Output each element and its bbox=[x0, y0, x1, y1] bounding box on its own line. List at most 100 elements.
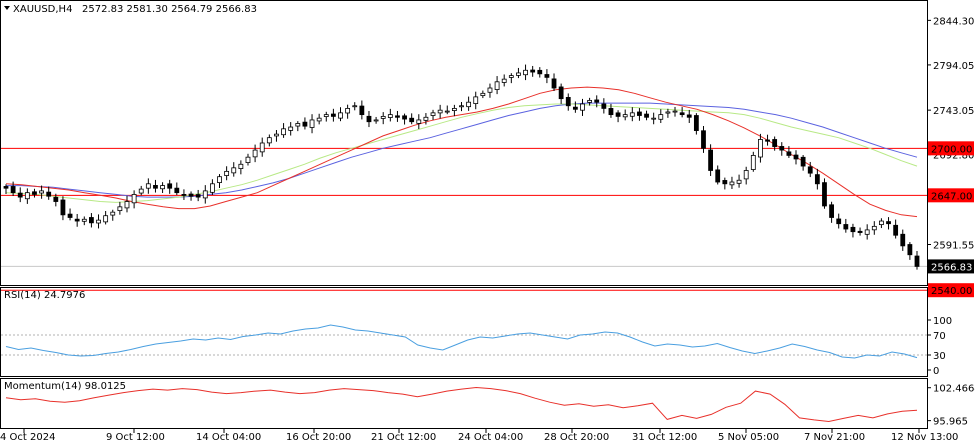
candle-body bbox=[786, 151, 792, 156]
candle-body bbox=[466, 101, 472, 108]
current-price-label: 2566.83 bbox=[931, 262, 972, 273]
candle-body bbox=[17, 192, 23, 198]
candle-body bbox=[601, 103, 607, 109]
candle-body bbox=[302, 121, 308, 127]
candle-body bbox=[295, 123, 301, 127]
candle-body bbox=[893, 224, 899, 236]
candle-body bbox=[537, 69, 543, 75]
candle-body bbox=[637, 111, 642, 116]
candle-body bbox=[74, 218, 80, 222]
current-price-box bbox=[928, 259, 974, 274]
candle-body bbox=[181, 194, 187, 196]
candle-body bbox=[451, 108, 457, 111]
candle-body bbox=[886, 221, 891, 225]
price-tick-label: 2844.30 bbox=[933, 16, 974, 27]
level-label: 2700.00 bbox=[931, 144, 972, 155]
rsi-tick-label: 70 bbox=[933, 331, 946, 342]
candle-body bbox=[387, 114, 393, 118]
candle-body bbox=[572, 106, 578, 110]
candle-body bbox=[701, 130, 706, 149]
momentum-tick-label: 95.965 bbox=[933, 417, 968, 428]
candle-body bbox=[67, 213, 73, 218]
ma-mid-line bbox=[5, 103, 918, 203]
candle-body bbox=[444, 110, 450, 113]
candle-body bbox=[501, 78, 507, 83]
candle-body bbox=[843, 224, 849, 230]
candle-body bbox=[359, 105, 365, 116]
candle-body bbox=[772, 139, 778, 147]
time-tick-label: 28 Oct 20:00 bbox=[544, 432, 609, 442]
candle-body bbox=[380, 115, 386, 119]
candle-body bbox=[153, 185, 158, 189]
candle-body bbox=[231, 167, 237, 174]
candle-body bbox=[516, 72, 521, 76]
candle-body bbox=[708, 149, 714, 171]
price-tick-label: 2692.80 bbox=[933, 151, 974, 162]
candle-body bbox=[800, 156, 806, 167]
candle-body bbox=[765, 139, 770, 142]
candle-body bbox=[103, 215, 109, 223]
candles bbox=[3, 64, 920, 270]
candle-body bbox=[217, 176, 222, 184]
time-tick-label: 14 Oct 04:00 bbox=[196, 432, 261, 442]
candle-body bbox=[366, 115, 372, 123]
candle-body bbox=[679, 112, 685, 116]
time-tick-label: 12 Nov 13:00 bbox=[891, 432, 958, 442]
candle-body bbox=[900, 233, 906, 247]
candle-body bbox=[665, 111, 671, 114]
time-tick-label: 24 Oct 04:00 bbox=[458, 432, 523, 442]
candle-body bbox=[352, 105, 358, 108]
candle-body bbox=[729, 181, 735, 186]
candle-body bbox=[672, 110, 678, 113]
candle-body bbox=[345, 108, 351, 114]
candle-body bbox=[110, 211, 116, 216]
candle-body bbox=[24, 192, 30, 200]
candle-body bbox=[309, 119, 315, 128]
candle-body bbox=[836, 218, 842, 225]
candle-body bbox=[580, 103, 585, 111]
time-tick-label: 16 Oct 20:00 bbox=[286, 432, 351, 442]
candle-body bbox=[409, 117, 415, 123]
candle-body bbox=[124, 201, 130, 209]
candle-body bbox=[879, 220, 884, 226]
moving-averages bbox=[5, 86, 918, 218]
dropdown-triangle-icon[interactable] bbox=[4, 6, 10, 10]
rsi-line bbox=[5, 324, 918, 359]
time-tick-label: 7 Nov 21:00 bbox=[804, 432, 865, 442]
ma-slow-line bbox=[6, 102, 918, 198]
rsi-tick-label: 0 bbox=[933, 366, 939, 377]
candle-body bbox=[544, 74, 550, 78]
price-tick-label: 2794.05 bbox=[933, 61, 974, 72]
candle-body bbox=[60, 199, 66, 216]
candle-body bbox=[174, 187, 180, 194]
candle-body bbox=[651, 117, 657, 120]
ohlc-values: 2572.83 2581.30 2564.79 2566.83 bbox=[82, 4, 257, 15]
candle-body bbox=[736, 179, 742, 184]
candle-body bbox=[195, 194, 201, 198]
candle-body bbox=[437, 109, 443, 114]
rsi-tick-label: 30 bbox=[933, 351, 946, 362]
candle-body bbox=[459, 105, 464, 108]
candle-body bbox=[10, 186, 16, 194]
candle-body bbox=[743, 170, 749, 180]
rsi-title: RSI(14) 24.7976 bbox=[4, 290, 85, 301]
time-tick-label: 21 Oct 12:00 bbox=[371, 432, 436, 442]
rsi-tick-label: 100 bbox=[933, 316, 952, 327]
candle-body bbox=[46, 191, 52, 197]
rsi-series bbox=[5, 324, 918, 359]
time-tick-label: 5 Nov 05:00 bbox=[718, 432, 779, 442]
candle-body bbox=[722, 180, 728, 185]
candle-body bbox=[338, 112, 343, 119]
momentum-title: Momentum(14) 98.0125 bbox=[4, 381, 126, 392]
candle-body bbox=[822, 182, 827, 207]
candle-body bbox=[209, 183, 215, 193]
candle-body bbox=[202, 190, 208, 199]
candle-body bbox=[615, 112, 621, 117]
candle-body bbox=[423, 116, 429, 121]
candle-body bbox=[779, 146, 785, 151]
candle-body bbox=[850, 226, 856, 233]
momentum-line bbox=[5, 386, 918, 423]
candle-body bbox=[138, 188, 144, 194]
horizontal-levels bbox=[1, 147, 927, 291]
